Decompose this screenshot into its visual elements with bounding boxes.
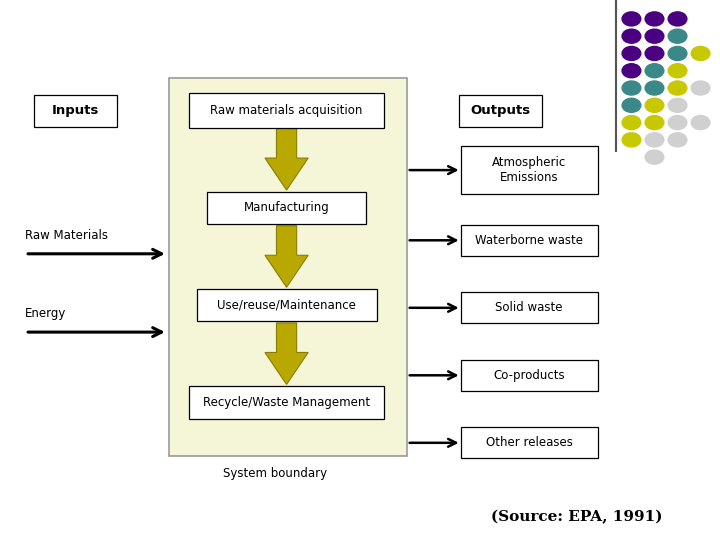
Circle shape — [668, 116, 687, 130]
Text: Co-products: Co-products — [493, 369, 565, 382]
Text: Raw Materials: Raw Materials — [25, 229, 108, 242]
Circle shape — [691, 46, 710, 60]
FancyBboxPatch shape — [197, 289, 377, 321]
Text: Solid waste: Solid waste — [495, 301, 563, 314]
FancyBboxPatch shape — [461, 225, 598, 256]
FancyBboxPatch shape — [459, 94, 541, 127]
Circle shape — [622, 81, 641, 95]
Circle shape — [645, 12, 664, 26]
FancyBboxPatch shape — [461, 427, 598, 458]
Circle shape — [645, 29, 664, 43]
Text: Recycle/Waste Management: Recycle/Waste Management — [203, 396, 370, 409]
Circle shape — [645, 81, 664, 95]
Text: (Source: EPA, 1991): (Source: EPA, 1991) — [491, 510, 662, 524]
FancyBboxPatch shape — [189, 386, 384, 418]
Circle shape — [622, 98, 641, 112]
Circle shape — [645, 116, 664, 130]
Text: Atmospheric
Emissions: Atmospheric Emissions — [492, 156, 567, 184]
Text: Outputs: Outputs — [470, 104, 531, 117]
FancyBboxPatch shape — [207, 192, 366, 224]
Circle shape — [645, 64, 664, 78]
Polygon shape — [265, 226, 308, 287]
Circle shape — [622, 133, 641, 147]
Circle shape — [668, 29, 687, 43]
Circle shape — [645, 150, 664, 164]
FancyBboxPatch shape — [34, 94, 117, 127]
Circle shape — [668, 64, 687, 78]
FancyBboxPatch shape — [461, 360, 598, 391]
Text: Waterborne waste: Waterborne waste — [475, 234, 583, 247]
Polygon shape — [265, 129, 308, 190]
FancyBboxPatch shape — [461, 146, 598, 194]
Text: Inputs: Inputs — [52, 104, 99, 117]
Text: System boundary: System boundary — [223, 467, 328, 480]
Text: Manufacturing: Manufacturing — [243, 201, 330, 214]
Polygon shape — [265, 323, 308, 384]
Text: Other releases: Other releases — [486, 436, 572, 449]
Circle shape — [668, 133, 687, 147]
Circle shape — [668, 46, 687, 60]
Circle shape — [691, 116, 710, 130]
Circle shape — [691, 81, 710, 95]
Text: Raw materials acquisition: Raw materials acquisition — [210, 104, 363, 117]
FancyBboxPatch shape — [461, 292, 598, 323]
Circle shape — [645, 98, 664, 112]
Circle shape — [622, 116, 641, 130]
Circle shape — [645, 46, 664, 60]
Circle shape — [668, 98, 687, 112]
Circle shape — [622, 29, 641, 43]
Circle shape — [668, 81, 687, 95]
Text: Use/reuse/Maintenance: Use/reuse/Maintenance — [217, 299, 356, 312]
Circle shape — [622, 46, 641, 60]
Text: Energy: Energy — [25, 307, 66, 320]
FancyBboxPatch shape — [189, 93, 384, 128]
Circle shape — [622, 64, 641, 78]
Circle shape — [668, 12, 687, 26]
Circle shape — [622, 12, 641, 26]
Circle shape — [645, 133, 664, 147]
FancyBboxPatch shape — [169, 78, 407, 456]
